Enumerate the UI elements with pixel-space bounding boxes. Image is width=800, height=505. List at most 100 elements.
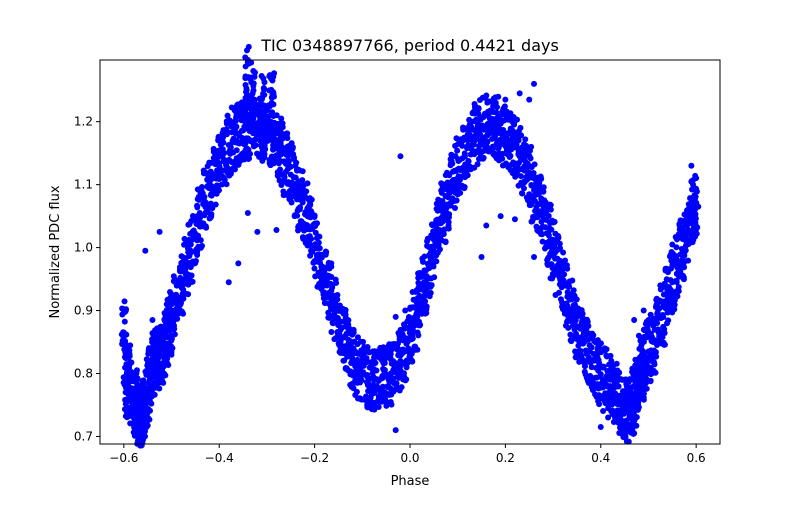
data-point-band	[387, 399, 394, 406]
data-point-band	[162, 372, 169, 379]
data-point-band	[312, 229, 319, 236]
data-point-band	[121, 318, 128, 325]
data-point-band	[250, 87, 257, 94]
data-point-band	[131, 419, 138, 426]
data-point-band	[178, 308, 185, 315]
data-point	[516, 90, 523, 97]
x-tick-label: 0.4	[591, 451, 610, 465]
data-point-band	[140, 436, 147, 443]
data-point	[254, 228, 261, 235]
data-point-band	[682, 247, 689, 254]
data-point-band	[596, 349, 603, 356]
data-point-band	[266, 160, 273, 167]
data-point-band	[391, 340, 398, 347]
data-point-band	[689, 234, 696, 241]
data-point-band	[235, 161, 242, 168]
data-point-band	[171, 331, 178, 338]
data-point-band	[130, 406, 137, 413]
data-point-band	[681, 232, 688, 239]
data-point-band	[143, 398, 150, 405]
data-point-band	[415, 274, 422, 281]
data-point-band	[405, 345, 412, 352]
x-axis-label: Phase	[391, 474, 430, 489]
data-point-band	[223, 164, 230, 171]
data-point-band	[300, 182, 307, 189]
y-axis-label: Normalized PDC flux	[48, 185, 63, 318]
data-point-band	[467, 124, 474, 131]
data-point-band	[479, 136, 486, 143]
data-point-band	[300, 235, 307, 242]
data-point-band	[629, 426, 636, 433]
data-point-band	[445, 214, 452, 221]
data-point-band	[552, 291, 559, 298]
data-point-band	[145, 392, 152, 399]
data-point-band	[562, 322, 569, 329]
data-point-band	[538, 218, 545, 225]
data-point-band	[357, 338, 364, 345]
data-point-band	[592, 351, 599, 358]
data-point-band	[528, 200, 535, 207]
data-point-band	[572, 330, 579, 337]
data-point-band	[415, 279, 422, 286]
data-point-band	[550, 219, 557, 226]
data-point-band	[433, 222, 440, 229]
data-point-band	[189, 216, 196, 223]
data-point-band	[259, 125, 266, 132]
data-point-band	[523, 176, 530, 183]
data-point-band	[328, 329, 335, 336]
x-tick-label: 0.2	[496, 451, 515, 465]
data-point-band	[364, 372, 371, 379]
data-point	[156, 228, 163, 235]
data-point-band	[261, 112, 268, 119]
data-point-band	[621, 433, 628, 440]
data-point-band	[651, 359, 658, 366]
data-point-band	[261, 86, 268, 93]
data-point-band	[462, 162, 469, 169]
data-point-band	[439, 198, 446, 205]
y-tick-label: 1.2	[74, 115, 93, 129]
data-point-band	[443, 205, 450, 212]
data-point-band	[144, 416, 151, 423]
data-point-band	[168, 351, 175, 358]
data-point-band	[195, 243, 202, 250]
data-point-band	[285, 190, 292, 197]
data-point-band	[602, 347, 609, 354]
data-point-band	[495, 93, 502, 100]
y-axis-ticks: 0.7 0.8 0.9 1.0 1.1 1.2	[74, 115, 100, 443]
data-point-band	[631, 417, 638, 424]
data-point-band	[548, 226, 555, 233]
data-point	[631, 316, 638, 323]
data-point-band	[619, 376, 626, 383]
data-point-band	[453, 135, 460, 142]
data-point-band	[243, 88, 250, 95]
data-point-band	[382, 396, 389, 403]
data-point-band	[433, 252, 440, 259]
data-point-band	[276, 177, 283, 184]
data-point-band	[663, 282, 670, 289]
data-point-band	[467, 166, 474, 173]
data-point-band	[590, 356, 597, 363]
data-point-band	[296, 206, 303, 213]
data-point	[225, 279, 232, 286]
data-point-band	[275, 160, 282, 167]
data-point-band	[630, 430, 637, 437]
data-point-band	[690, 181, 697, 188]
data-point-band	[233, 155, 240, 162]
data-point-band	[276, 148, 283, 155]
data-point	[640, 307, 647, 314]
data-point-band	[486, 146, 493, 152]
data-point-band	[258, 142, 265, 149]
data-point-band	[692, 211, 699, 218]
data-point-band	[121, 307, 128, 314]
data-point-band	[314, 220, 321, 227]
data-point-band	[329, 319, 336, 326]
data-point-band	[201, 212, 208, 219]
data-point-band	[244, 103, 251, 110]
data-point-band	[395, 368, 402, 375]
data-point-band	[317, 273, 324, 280]
data-point-band	[181, 268, 188, 275]
data-point-band	[127, 393, 134, 400]
data-point-band	[283, 179, 290, 186]
data-point-band	[430, 236, 437, 243]
